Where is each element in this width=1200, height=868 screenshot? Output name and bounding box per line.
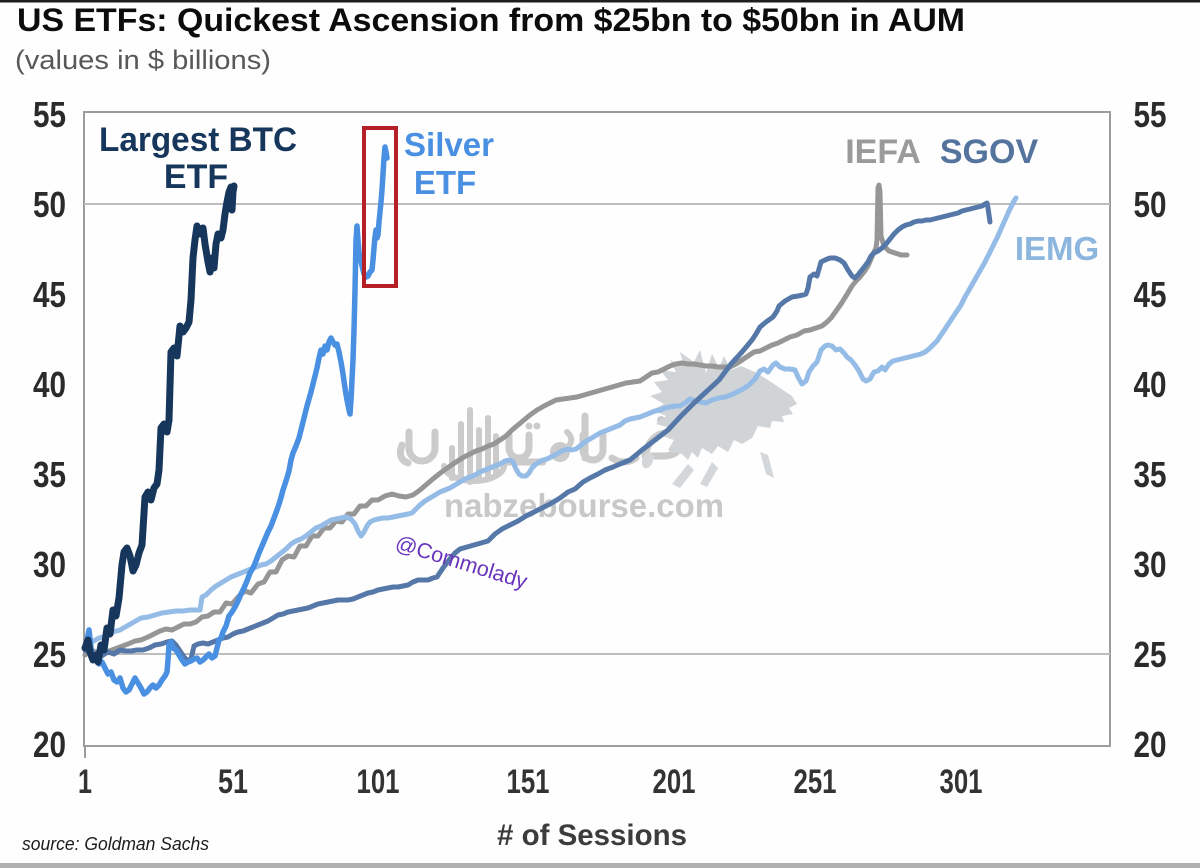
svg-text:45: 45	[33, 274, 66, 315]
svg-text:40: 40	[1134, 364, 1167, 405]
svg-text:US ETFs: Quickest Ascension fr: US ETFs: Quickest Ascension from $25bn t…	[17, 2, 965, 38]
svg-text:30: 30	[33, 544, 66, 585]
svg-text:151: 151	[507, 763, 550, 801]
svg-text:source: Goldman Sachs: source: Goldman Sachs	[22, 833, 209, 854]
svg-text:30: 30	[1134, 544, 1167, 585]
svg-text:SGOV: SGOV	[940, 133, 1039, 171]
svg-text:ETF: ETF	[414, 164, 476, 201]
svg-text:55: 55	[33, 94, 66, 135]
svg-text:20: 20	[33, 724, 66, 765]
svg-text:51: 51	[218, 763, 248, 801]
svg-text:55: 55	[1134, 94, 1167, 135]
svg-text:40: 40	[33, 364, 66, 405]
svg-text:# of Sessions: # of Sessions	[497, 819, 687, 852]
svg-text:25: 25	[1134, 634, 1167, 675]
svg-text:301: 301	[940, 763, 983, 801]
svg-text:1: 1	[78, 763, 92, 801]
svg-text:101: 101	[357, 763, 400, 801]
svg-text:35: 35	[1134, 454, 1167, 495]
svg-text:ETF: ETF	[164, 158, 228, 196]
svg-text:Largest BTC: Largest BTC	[99, 121, 297, 159]
svg-text:Silver: Silver	[404, 126, 494, 163]
svg-text:35: 35	[33, 454, 66, 495]
svg-text:201: 201	[653, 763, 696, 801]
svg-text:25: 25	[33, 634, 66, 675]
svg-text:nabzebourse.com: nabzebourse.com	[444, 487, 724, 524]
svg-text:(values in $ billions): (values in $ billions)	[15, 45, 271, 75]
svg-text:45: 45	[1134, 274, 1167, 315]
svg-text:IEMG: IEMG	[1015, 230, 1099, 267]
svg-text:50: 50	[33, 184, 66, 225]
svg-text:251: 251	[794, 763, 837, 801]
svg-text:IEFA: IEFA	[845, 133, 921, 171]
svg-text:20: 20	[1134, 724, 1167, 765]
svg-text:50: 50	[1134, 184, 1167, 225]
